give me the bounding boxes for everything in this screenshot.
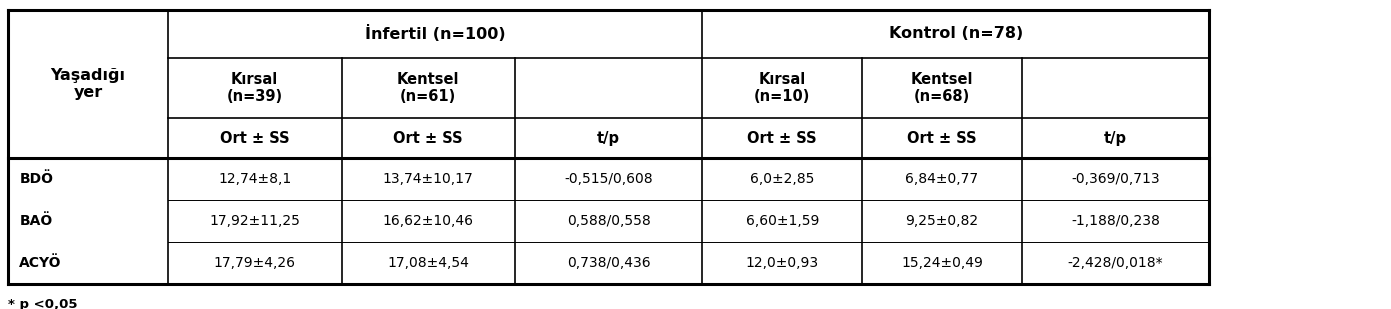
Text: Ort ± SS: Ort ± SS [220, 130, 289, 146]
Text: t/p: t/p [1104, 130, 1127, 146]
Text: 0,738/0,436: 0,738/0,436 [568, 256, 651, 270]
Text: 0,588/0,558: 0,588/0,558 [568, 214, 651, 228]
Text: -1,188/0,238: -1,188/0,238 [1071, 214, 1160, 228]
Text: Kentsel
(n=61): Kentsel (n=61) [396, 72, 459, 104]
Text: 17,79±4,26: 17,79±4,26 [214, 256, 296, 270]
Text: -0,369/0,713: -0,369/0,713 [1071, 172, 1160, 186]
Text: 12,74±8,1: 12,74±8,1 [218, 172, 291, 186]
Text: 16,62±10,46: 16,62±10,46 [383, 214, 474, 228]
Text: Kentsel
(n=68): Kentsel (n=68) [911, 72, 974, 104]
Text: 9,25±0,82: 9,25±0,82 [906, 214, 978, 228]
Text: 17,08±4,54: 17,08±4,54 [387, 256, 469, 270]
Text: Ort ± SS: Ort ± SS [394, 130, 463, 146]
Text: * p <0,05: * p <0,05 [8, 298, 78, 309]
Text: t/p: t/p [597, 130, 620, 146]
Text: Kırsal
(n=39): Kırsal (n=39) [227, 72, 282, 104]
Text: 6,0±2,85: 6,0±2,85 [750, 172, 815, 186]
Text: Kontrol (n=78): Kontrol (n=78) [889, 26, 1022, 41]
Text: Kırsal
(n=10): Kırsal (n=10) [754, 72, 811, 104]
Text: -2,428/0,018*: -2,428/0,018* [1068, 256, 1163, 270]
Text: BDÖ: BDÖ [19, 172, 53, 186]
Text: BAÖ: BAÖ [19, 214, 53, 228]
Text: İnfertil (n=100): İnfertil (n=100) [364, 25, 505, 42]
Text: 17,92±11,25: 17,92±11,25 [209, 214, 300, 228]
Text: Yaşadığı
yer: Yaşadığı yer [50, 68, 125, 100]
Text: -0,515/0,608: -0,515/0,608 [565, 172, 652, 186]
Text: 13,74±10,17: 13,74±10,17 [383, 172, 474, 186]
Text: ACYÖ: ACYÖ [19, 256, 63, 270]
Text: 12,0±0,93: 12,0±0,93 [746, 256, 819, 270]
Text: Ort ± SS: Ort ± SS [747, 130, 817, 146]
Text: 15,24±0,49: 15,24±0,49 [901, 256, 983, 270]
Text: 6,60±1,59: 6,60±1,59 [746, 214, 819, 228]
Text: Ort ± SS: Ort ± SS [907, 130, 976, 146]
Text: 6,84±0,77: 6,84±0,77 [906, 172, 978, 186]
